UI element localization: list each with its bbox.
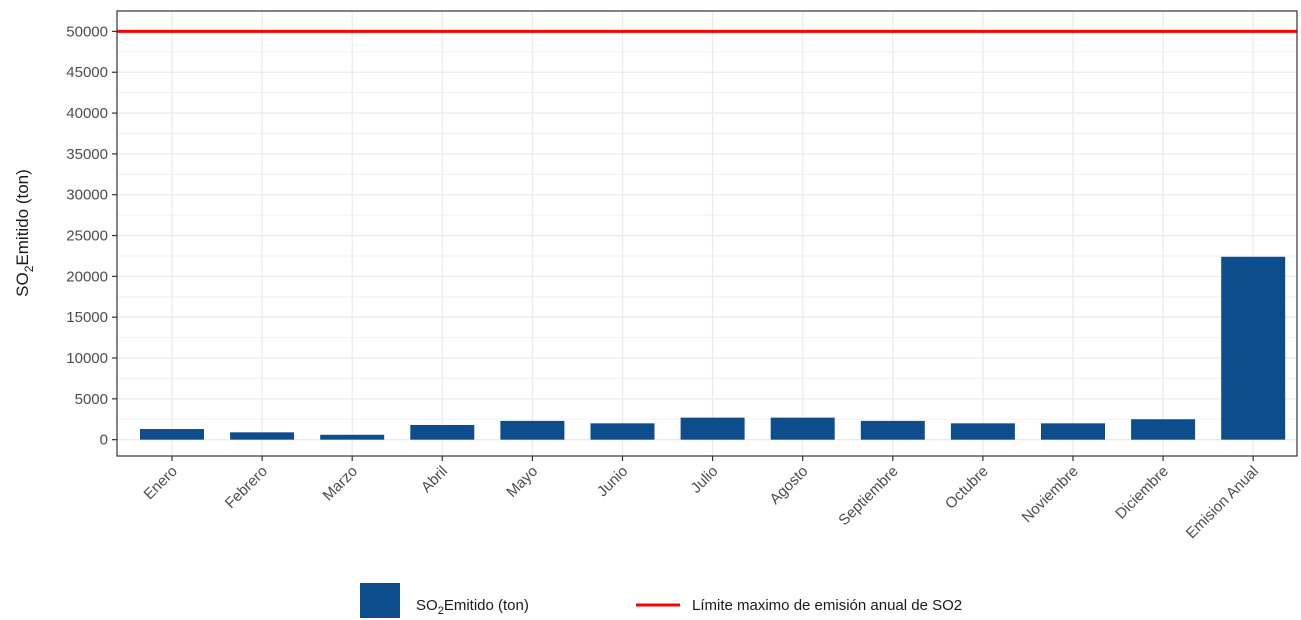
bar [500,420,565,440]
y-tick-label: 20000 [66,268,108,285]
x-tick-label: Emision Anual [1183,463,1262,542]
bar [950,423,1015,440]
bar [1131,419,1196,440]
y-tick-label: 10000 [66,350,108,367]
y-tick-label: 0 [100,432,108,449]
plot-panel-border [116,10,1298,457]
y-tick-label: 5000 [75,391,108,408]
legend-label-bars: SO2Emitido (ton) [416,597,529,617]
y-tick-label: 15000 [66,309,108,326]
x-tick-label: Agosto [766,463,811,508]
x-tick-label: Junio [594,463,631,500]
x-tick-label: Abril [418,463,451,496]
bar [680,417,745,440]
bar [770,417,835,440]
y-axis-ticks: 0 5000 10000 15000 20000 25000 30000 35000 40000… [66,23,117,449]
y-tick-label: 35000 [66,146,108,163]
y-tick-label: 45000 [66,64,108,81]
legend: SO2Emitido (ton) Límite maximo de emisió… [360,583,962,618]
y-tick-label: 50000 [66,23,108,40]
bar [1041,423,1105,440]
x-tick-label: Noviembre [1019,463,1082,526]
bar [320,434,385,440]
x-axis-ticks: Enero Febrero Marzo Abril Mayo Junio Julio Agos… [141,456,1262,542]
bar-layer [140,256,1286,440]
bar [230,432,295,440]
x-tick-label: Mayo [503,463,541,501]
x-tick-label: Febrero [222,463,271,512]
bar [590,423,655,440]
x-tick-label: Septiembre [835,463,901,529]
grid-layer [117,11,1297,456]
x-tick-label: Diciembre [1112,463,1172,523]
x-tick-label: Octubre [942,463,992,513]
bar [410,424,475,440]
y-tick-label: 30000 [66,187,108,204]
legend-label-reference-line: Límite maximo de emisión anual de SO2 [692,597,962,614]
x-tick-label: Julio [688,463,722,497]
x-tick-label: Enero [141,463,181,503]
bar [1221,256,1286,440]
bar [860,420,925,440]
y-tick-label: 40000 [66,105,108,122]
legend-swatch-bars [360,583,400,618]
y-axis-title: SO2Emitido (ton) [13,169,36,297]
x-tick-label: Marzo [320,463,361,504]
bar [140,429,204,440]
y-tick-label: 25000 [66,228,108,245]
